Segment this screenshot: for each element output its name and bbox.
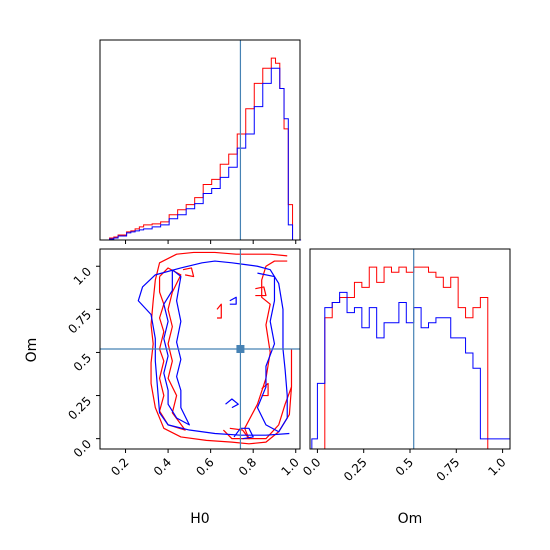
joint-truth-group [100, 249, 300, 449]
contour-red-4 [182, 267, 195, 278]
contour-red-2 [158, 267, 186, 431]
h0-marginal-ticks [125, 240, 297, 244]
joint-truth-marker [236, 345, 245, 353]
contour-blue-0 [137, 260, 290, 436]
contour-red-5 [255, 286, 267, 297]
contour-red-7 [216, 303, 222, 319]
y-axis-label-om: Om [24, 338, 40, 363]
contour-blue-3 [233, 427, 254, 440]
joint-frame [99, 248, 301, 450]
contour-blue-4 [225, 398, 239, 409]
h0-marginal-panel [99, 39, 302, 244]
contour-blue-1 [256, 272, 288, 433]
contour-red-1 [244, 260, 293, 440]
contour-red-6 [261, 382, 269, 397]
contour-red-0 [150, 251, 293, 445]
h0-hist-blue [109, 67, 302, 241]
om-hist-blue [311, 291, 511, 449]
om-series-group [311, 266, 511, 450]
contour-red-3 [222, 427, 250, 440]
x-axis-label-h0: H0 [190, 511, 209, 527]
contour-blue-2 [163, 269, 190, 426]
h0-hist-red [109, 57, 302, 241]
joint-contours-group [137, 251, 293, 445]
contour-blue-5 [229, 296, 237, 305]
h0-marginal-frame [99, 39, 301, 241]
x-axis-label-om: Om [398, 511, 423, 527]
h0-series-group [109, 57, 302, 241]
